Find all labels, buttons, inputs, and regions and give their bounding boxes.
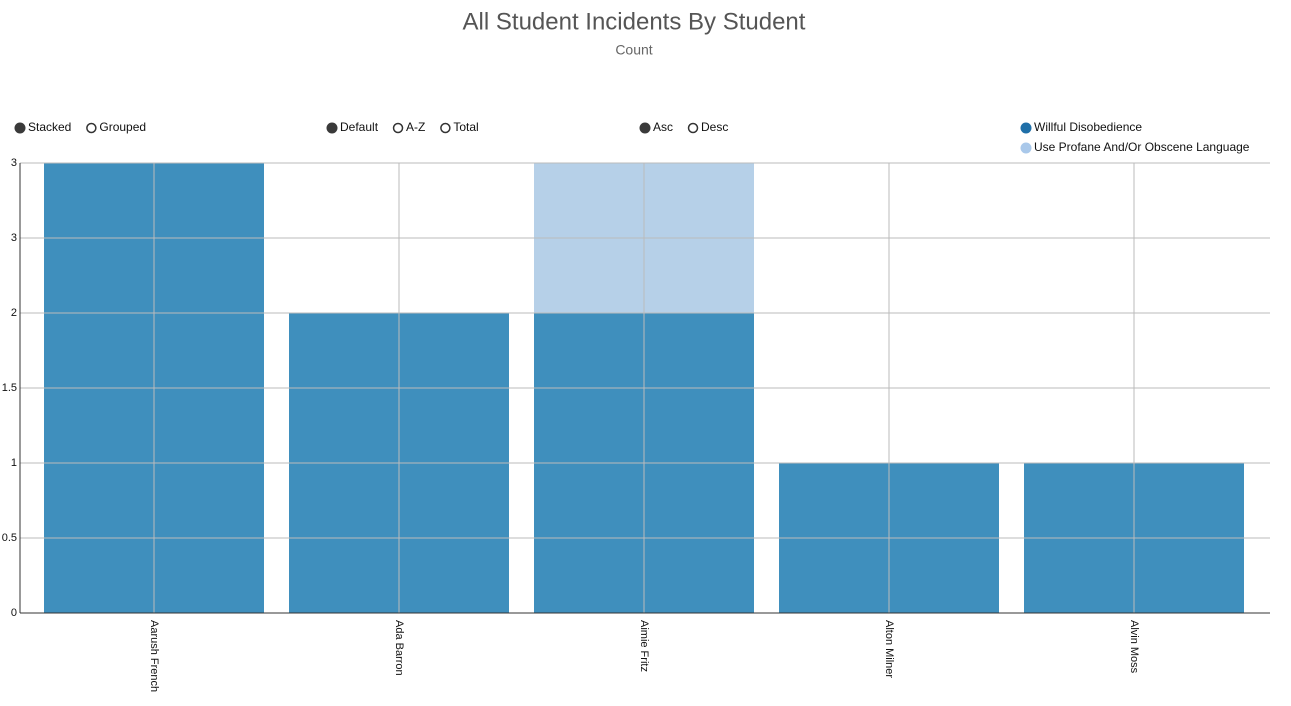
legend-swatch xyxy=(1020,142,1032,154)
radio-button[interactable] xyxy=(687,122,699,134)
y-tick-label: 1 xyxy=(11,457,17,469)
x-tick-label: Aimie Fritz xyxy=(638,620,650,672)
radio-label[interactable]: Asc xyxy=(653,120,673,134)
legend-swatch xyxy=(1020,122,1032,134)
radio-label[interactable]: Default xyxy=(340,120,379,134)
chart-title: All Student Incidents By Student xyxy=(463,8,806,35)
radio-label[interactable]: Total xyxy=(453,120,478,134)
y-tick-label: 3 xyxy=(11,232,17,244)
radio-button[interactable] xyxy=(639,122,651,134)
radio-button[interactable] xyxy=(440,122,451,134)
y-tick-label: 0.5 xyxy=(2,532,17,544)
y-tick-label: 2 xyxy=(11,307,17,319)
radio-button[interactable] xyxy=(392,122,404,134)
y-tick-label: 1.5 xyxy=(2,382,17,394)
radio-button[interactable] xyxy=(326,122,338,134)
radio-label[interactable]: Desc xyxy=(701,120,728,134)
y-tick-label: 3 xyxy=(11,157,17,169)
x-tick-label: Alvin Moss xyxy=(1128,620,1140,674)
radio-label[interactable]: Stacked xyxy=(28,120,71,134)
chart-subtitle: Count xyxy=(615,42,652,58)
legend-label: Willful Disobedience xyxy=(1034,120,1142,134)
x-tick-label: Alton Milner xyxy=(883,620,895,678)
y-tick-label: 0 xyxy=(11,607,17,619)
x-tick-label: Aarush French xyxy=(148,620,160,692)
x-tick-label: Ada Barron xyxy=(393,620,405,676)
radio-label[interactable]: Grouped xyxy=(99,120,146,134)
radio-button[interactable] xyxy=(86,122,97,134)
radio-button[interactable] xyxy=(14,122,26,134)
legend-label: Use Profane And/Or Obscene Language xyxy=(1034,140,1250,154)
radio-label[interactable]: A-Z xyxy=(406,120,425,134)
